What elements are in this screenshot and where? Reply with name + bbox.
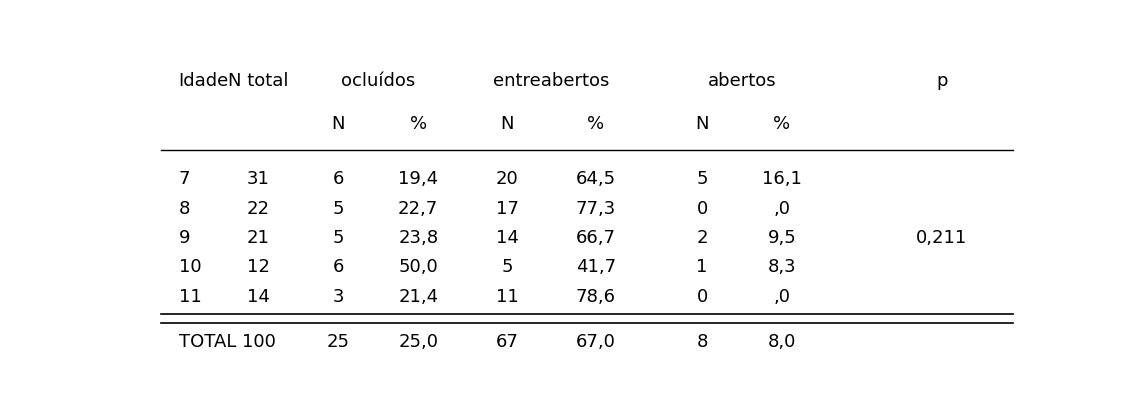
Text: 64,5: 64,5	[576, 171, 616, 188]
Text: %: %	[410, 115, 427, 133]
Text: 25,0: 25,0	[398, 333, 439, 351]
Text: 0: 0	[696, 200, 708, 218]
Text: 9: 9	[179, 229, 190, 247]
Text: 8,3: 8,3	[767, 258, 797, 276]
Text: ocluídos: ocluídos	[341, 72, 416, 90]
Text: 11: 11	[496, 288, 519, 306]
Text: 10: 10	[179, 258, 202, 276]
Text: 23,8: 23,8	[398, 229, 439, 247]
Text: 67,0: 67,0	[576, 333, 616, 351]
Text: 31: 31	[247, 171, 270, 188]
Text: p: p	[935, 72, 948, 90]
Text: 0: 0	[696, 288, 708, 306]
Text: ,0: ,0	[774, 288, 790, 306]
Text: %: %	[587, 115, 605, 133]
Text: Idade: Idade	[179, 72, 229, 90]
Text: 100: 100	[242, 333, 276, 351]
Text: 7: 7	[179, 171, 190, 188]
Text: 8: 8	[179, 200, 190, 218]
Text: 6: 6	[333, 171, 344, 188]
Text: 50,0: 50,0	[398, 258, 439, 276]
Text: 9,5: 9,5	[767, 229, 797, 247]
Text: 19,4: 19,4	[398, 171, 439, 188]
Text: 12: 12	[247, 258, 270, 276]
Text: 66,7: 66,7	[576, 229, 616, 247]
Text: 2: 2	[696, 229, 708, 247]
Text: 6: 6	[333, 258, 344, 276]
Text: N: N	[695, 115, 709, 133]
Text: 3: 3	[332, 288, 345, 306]
Text: 22,7: 22,7	[398, 200, 439, 218]
Text: 67: 67	[496, 333, 519, 351]
Text: 11: 11	[179, 288, 202, 306]
Text: N: N	[332, 115, 345, 133]
Text: 8: 8	[696, 333, 708, 351]
Text: entreabertos: entreabertos	[493, 72, 609, 90]
Text: 17: 17	[496, 200, 519, 218]
Text: 8,0: 8,0	[768, 333, 796, 351]
Text: N: N	[500, 115, 514, 133]
Text: 16,1: 16,1	[763, 171, 802, 188]
Text: N total: N total	[228, 72, 289, 90]
Text: 20: 20	[496, 171, 519, 188]
Text: 5: 5	[502, 258, 513, 276]
Text: 21: 21	[247, 229, 270, 247]
Text: 21,4: 21,4	[398, 288, 439, 306]
Text: 1: 1	[696, 258, 708, 276]
Text: 5: 5	[332, 200, 345, 218]
Text: 22: 22	[247, 200, 270, 218]
Text: 77,3: 77,3	[576, 200, 616, 218]
Text: TOTAL: TOTAL	[179, 333, 236, 351]
Text: abertos: abertos	[708, 72, 776, 90]
Text: 0,211: 0,211	[916, 229, 968, 247]
Text: 14: 14	[496, 229, 519, 247]
Text: 14: 14	[247, 288, 270, 306]
Text: ,0: ,0	[774, 200, 790, 218]
Text: %: %	[774, 115, 790, 133]
Text: 5: 5	[696, 171, 708, 188]
Text: 78,6: 78,6	[576, 288, 616, 306]
Text: 41,7: 41,7	[576, 258, 616, 276]
Text: 25: 25	[326, 333, 350, 351]
Text: 5: 5	[332, 229, 345, 247]
